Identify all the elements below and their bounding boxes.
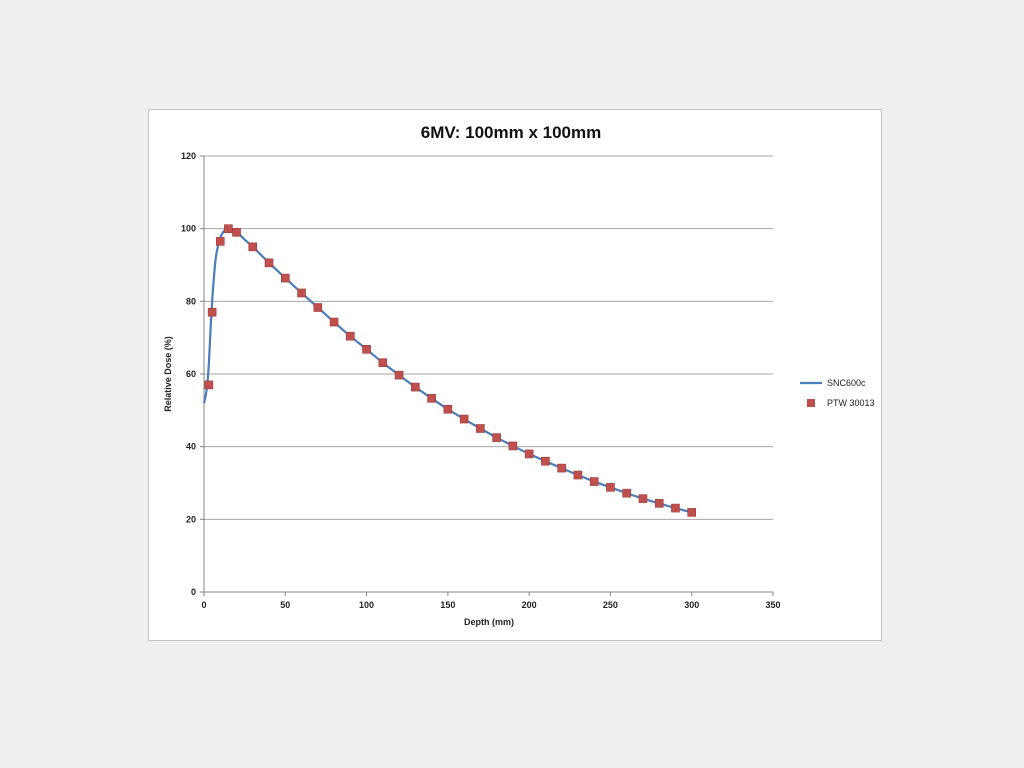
data-point-ptw-30013 [606, 483, 615, 492]
data-point-ptw-30013 [248, 242, 258, 252]
y-tick-label: 100 [181, 224, 196, 234]
data-point-ptw-30013 [411, 382, 420, 392]
data-point-ptw-30013 [476, 424, 485, 433]
plot-area [202, 224, 697, 517]
data-point-ptw-30013 [297, 288, 306, 298]
data-point-ptw-30013 [671, 503, 680, 513]
chart-frame: 6MV: 100mm x 100mm 0 20 40 60 80 100 120 0 50 100… [148, 109, 882, 641]
data-point-ptw-30013 [264, 258, 274, 268]
data-point-ptw-30013 [204, 380, 214, 390]
data-point-ptw-30013 [622, 488, 631, 498]
y-tick-label: 20 [186, 514, 196, 524]
y-tick-label: 120 [181, 151, 196, 161]
y-axis-title: Relative Dose (%) [163, 336, 173, 412]
data-point-ptw-30013 [313, 303, 323, 312]
data-point-ptw-30013 [687, 508, 697, 517]
x-tick-label: 250 [603, 600, 618, 610]
legend-swatch-marker [807, 399, 815, 407]
x-tick-label: 50 [280, 600, 290, 610]
y-tick-label: 0 [191, 587, 196, 597]
x-tick-label: 200 [522, 600, 537, 610]
data-point-ptw-30013 [541, 456, 550, 466]
legend: SNC600c PTW 30013 [800, 378, 875, 408]
data-point-ptw-30013 [427, 394, 436, 403]
y-tick-label: 80 [186, 296, 196, 306]
axes: 0 20 40 60 80 100 120 0 50 100 150 200 250 300 350 [181, 151, 781, 610]
data-point-ptw-30013 [638, 494, 648, 503]
y-tick-label: 40 [186, 442, 196, 452]
data-point-ptw-30013 [207, 307, 217, 317]
data-point-ptw-30013 [589, 477, 599, 486]
x-tick-label: 150 [440, 600, 455, 610]
data-point-ptw-30013 [459, 414, 469, 424]
data-point-ptw-30013 [654, 499, 664, 508]
data-point-ptw-30013 [524, 449, 534, 459]
y-tick-label: 60 [186, 369, 196, 379]
data-point-ptw-30013 [232, 228, 241, 237]
data-point-ptw-30013 [443, 404, 453, 414]
data-point-ptw-30013 [280, 273, 290, 283]
data-point-ptw-30013 [492, 433, 501, 442]
legend-entry-label: SNC600c [827, 378, 866, 388]
data-point-ptw-30013 [329, 317, 339, 327]
data-point-ptw-30013 [378, 358, 388, 368]
x-tick-label: 350 [765, 600, 780, 610]
x-tick-label: 300 [684, 600, 699, 610]
x-tick-label: 100 [359, 600, 374, 610]
gridlines [204, 155, 773, 520]
series-line-snc600c [202, 227, 692, 514]
data-point-ptw-30013 [224, 224, 233, 233]
data-point-ptw-30013 [215, 237, 225, 246]
x-axis-title: Depth (mm) [464, 617, 514, 627]
legend-entry-label: PTW 30013 [827, 398, 875, 408]
data-point-ptw-30013 [573, 470, 583, 480]
data-point-ptw-30013 [362, 344, 371, 354]
dose-depth-chart: 6MV: 100mm x 100mm 0 20 40 60 80 100 120 0 50 100… [163, 123, 875, 627]
chart-title: 6MV: 100mm x 100mm [421, 123, 602, 142]
x-tick-label: 0 [201, 600, 206, 610]
data-point-ptw-30013 [394, 370, 404, 380]
data-point-ptw-30013 [508, 441, 518, 451]
data-point-ptw-30013 [346, 331, 355, 341]
data-point-ptw-30013 [557, 463, 566, 473]
